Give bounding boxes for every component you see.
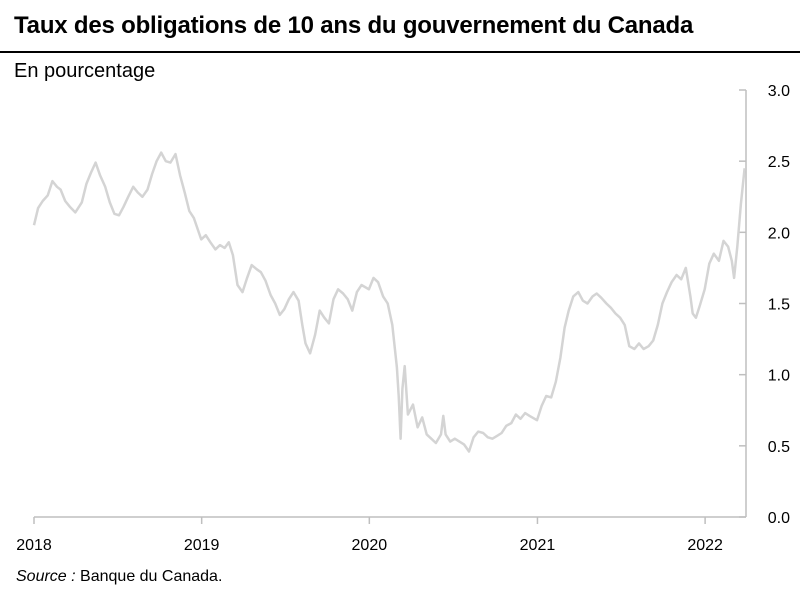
y-tick-label: 1.0 [768, 368, 790, 385]
y-axis-ticks: 3.0 2.5 2.0 1.5 1.0 0.5 0.0 [739, 83, 790, 527]
x-tick-label: 2018 [16, 537, 52, 554]
x-axis-ticks: 2018 2019 2020 2021 2022 [16, 517, 723, 554]
chart-title: Taux des obligations de 10 ans du gouver… [14, 12, 694, 39]
x-tick-label: 2022 [687, 537, 723, 554]
title-divider [0, 51, 800, 53]
series-line-10yr-yield [32, 151, 746, 453]
y-tick-label: 3.0 [768, 83, 790, 100]
source-label: Source : [16, 568, 76, 585]
y-tick-label: 2.5 [768, 154, 790, 171]
x-tick-label: 2021 [520, 537, 556, 554]
y-tick-label: 0.5 [768, 439, 790, 456]
x-tick-label: 2020 [352, 537, 388, 554]
y-tick-label: 1.5 [768, 297, 790, 314]
y-tick-label: 0.0 [768, 510, 790, 527]
y-axis-label: En pourcentage [14, 60, 156, 82]
x-tick-label: 2019 [184, 537, 220, 554]
source-note: Source : Banque du Canada. [16, 568, 222, 586]
source-text: Banque du Canada. [80, 568, 223, 585]
y-tick-label: 2.0 [768, 225, 790, 242]
